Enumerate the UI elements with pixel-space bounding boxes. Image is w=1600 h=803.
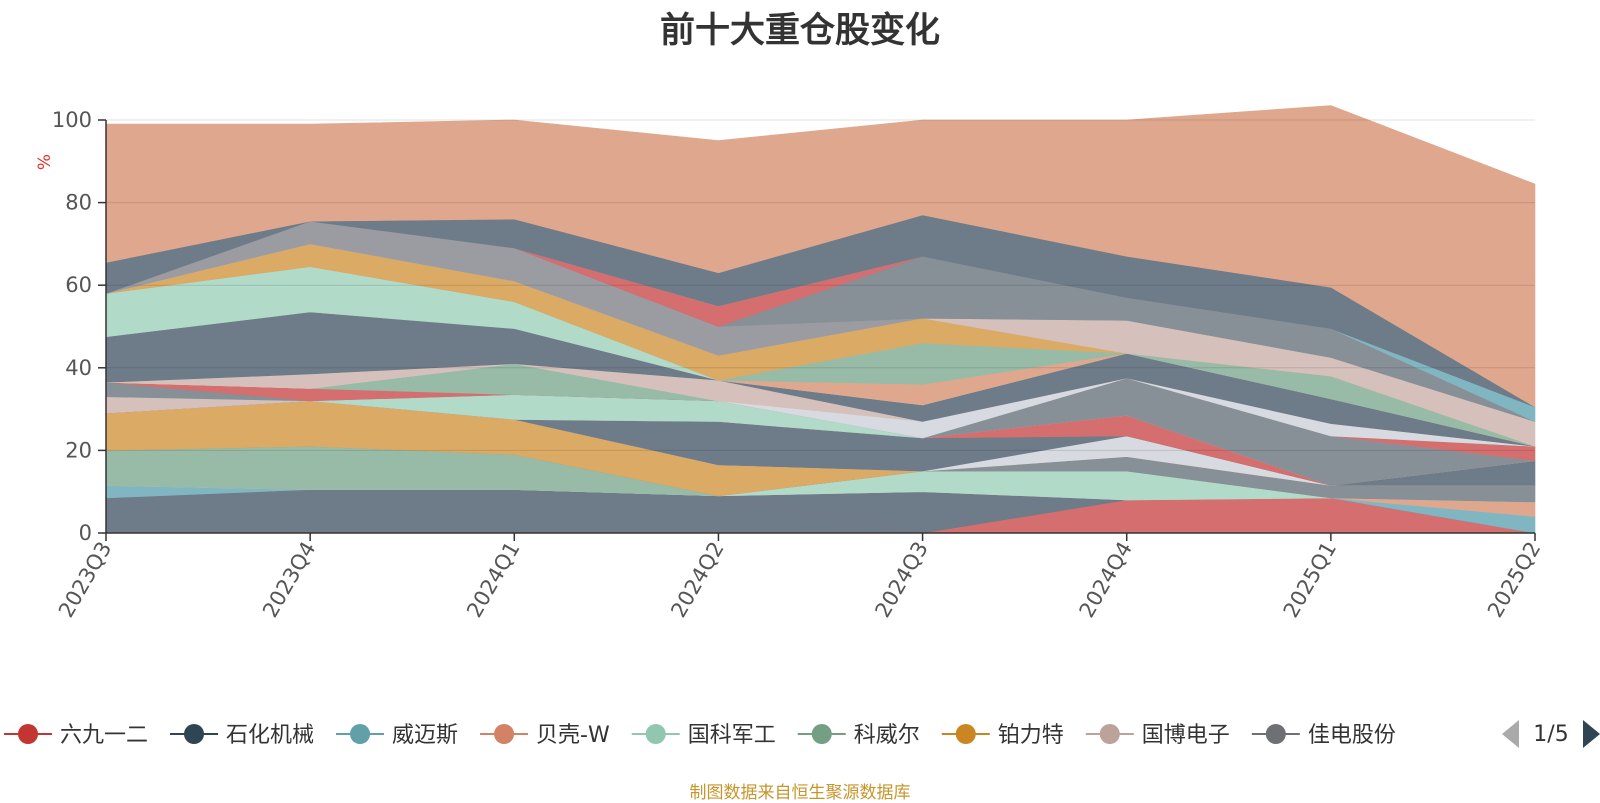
legend-label: 铂力特	[998, 723, 1064, 748]
y-tick-label: 20	[65, 438, 92, 462]
y-tick-label: 0	[79, 521, 92, 545]
chart-title: 前十大重仓股变化	[659, 11, 940, 51]
x-tick-label: 2025Q2	[1483, 538, 1545, 622]
legend-item[interactable]: 国科军工	[631, 723, 776, 748]
legend-marker	[1099, 724, 1120, 744]
legend-label: 石化机械	[226, 723, 314, 748]
legend: 六九一二 石化机械 威迈斯 贝壳-W 国科军工 科威尔 铂力特 国博电子 佳电股份 1/5	[4, 720, 1600, 748]
legend-item[interactable]: 威迈斯	[336, 723, 458, 748]
legend-marker	[494, 724, 515, 744]
legend-item[interactable]: 国博电子	[1085, 723, 1230, 748]
legend-label: 科威尔	[854, 723, 920, 748]
x-tick-label: 2024Q1	[462, 538, 524, 622]
legend-item[interactable]: 贝壳-W	[480, 723, 610, 748]
x-tick-label: 2025Q1	[1279, 538, 1341, 622]
legend-marker	[955, 724, 976, 744]
area-series-31	[105, 105, 1536, 408]
y-tick-label: 60	[65, 273, 92, 297]
legend-prev-icon[interactable]	[1502, 720, 1519, 748]
stacked-areas	[105, 105, 1536, 534]
legend-marker	[184, 724, 205, 744]
x-tick-label: 2024Q2	[666, 538, 728, 622]
y-tick-label: 40	[65, 356, 92, 380]
legend-label: 威迈斯	[392, 723, 458, 748]
legend-label: 六九一二	[60, 723, 148, 748]
legend-item[interactable]: 铂力特	[941, 723, 1064, 748]
legend-marker	[18, 724, 38, 744]
legend-page-indicator: 1/5	[1533, 722, 1568, 747]
legend-label: 佳电股份	[1308, 723, 1396, 748]
legend-label: 贝壳-W	[536, 723, 610, 748]
x-tick-label: 2023Q3	[54, 538, 116, 622]
legend-marker	[1265, 724, 1286, 744]
legend-next-icon[interactable]	[1583, 720, 1600, 748]
legend-label: 国博电子	[1142, 723, 1230, 748]
legend-marker	[350, 724, 371, 744]
y-tick-label: 100	[52, 108, 92, 132]
legend-marker	[811, 724, 832, 744]
y-tick-label: 80	[65, 191, 92, 215]
x-tick-label: 2024Q3	[870, 538, 932, 622]
x-tick-label: 2024Q4	[1075, 538, 1137, 622]
source-note: 制图数据来自恒生聚源数据库	[689, 783, 911, 803]
legend-item[interactable]: 石化机械	[170, 723, 314, 748]
legend-label: 国科军工	[688, 723, 776, 748]
grid-lines	[106, 119, 1535, 451]
legend-item[interactable]: 佳电股份	[1251, 723, 1396, 748]
legend-item[interactable]: 六九一二	[4, 723, 148, 748]
y-axis-label: %	[35, 154, 55, 170]
x-tick-label: 2023Q4	[258, 538, 320, 622]
legend-marker	[645, 724, 666, 744]
legend-item[interactable]: 科威尔	[797, 723, 920, 748]
